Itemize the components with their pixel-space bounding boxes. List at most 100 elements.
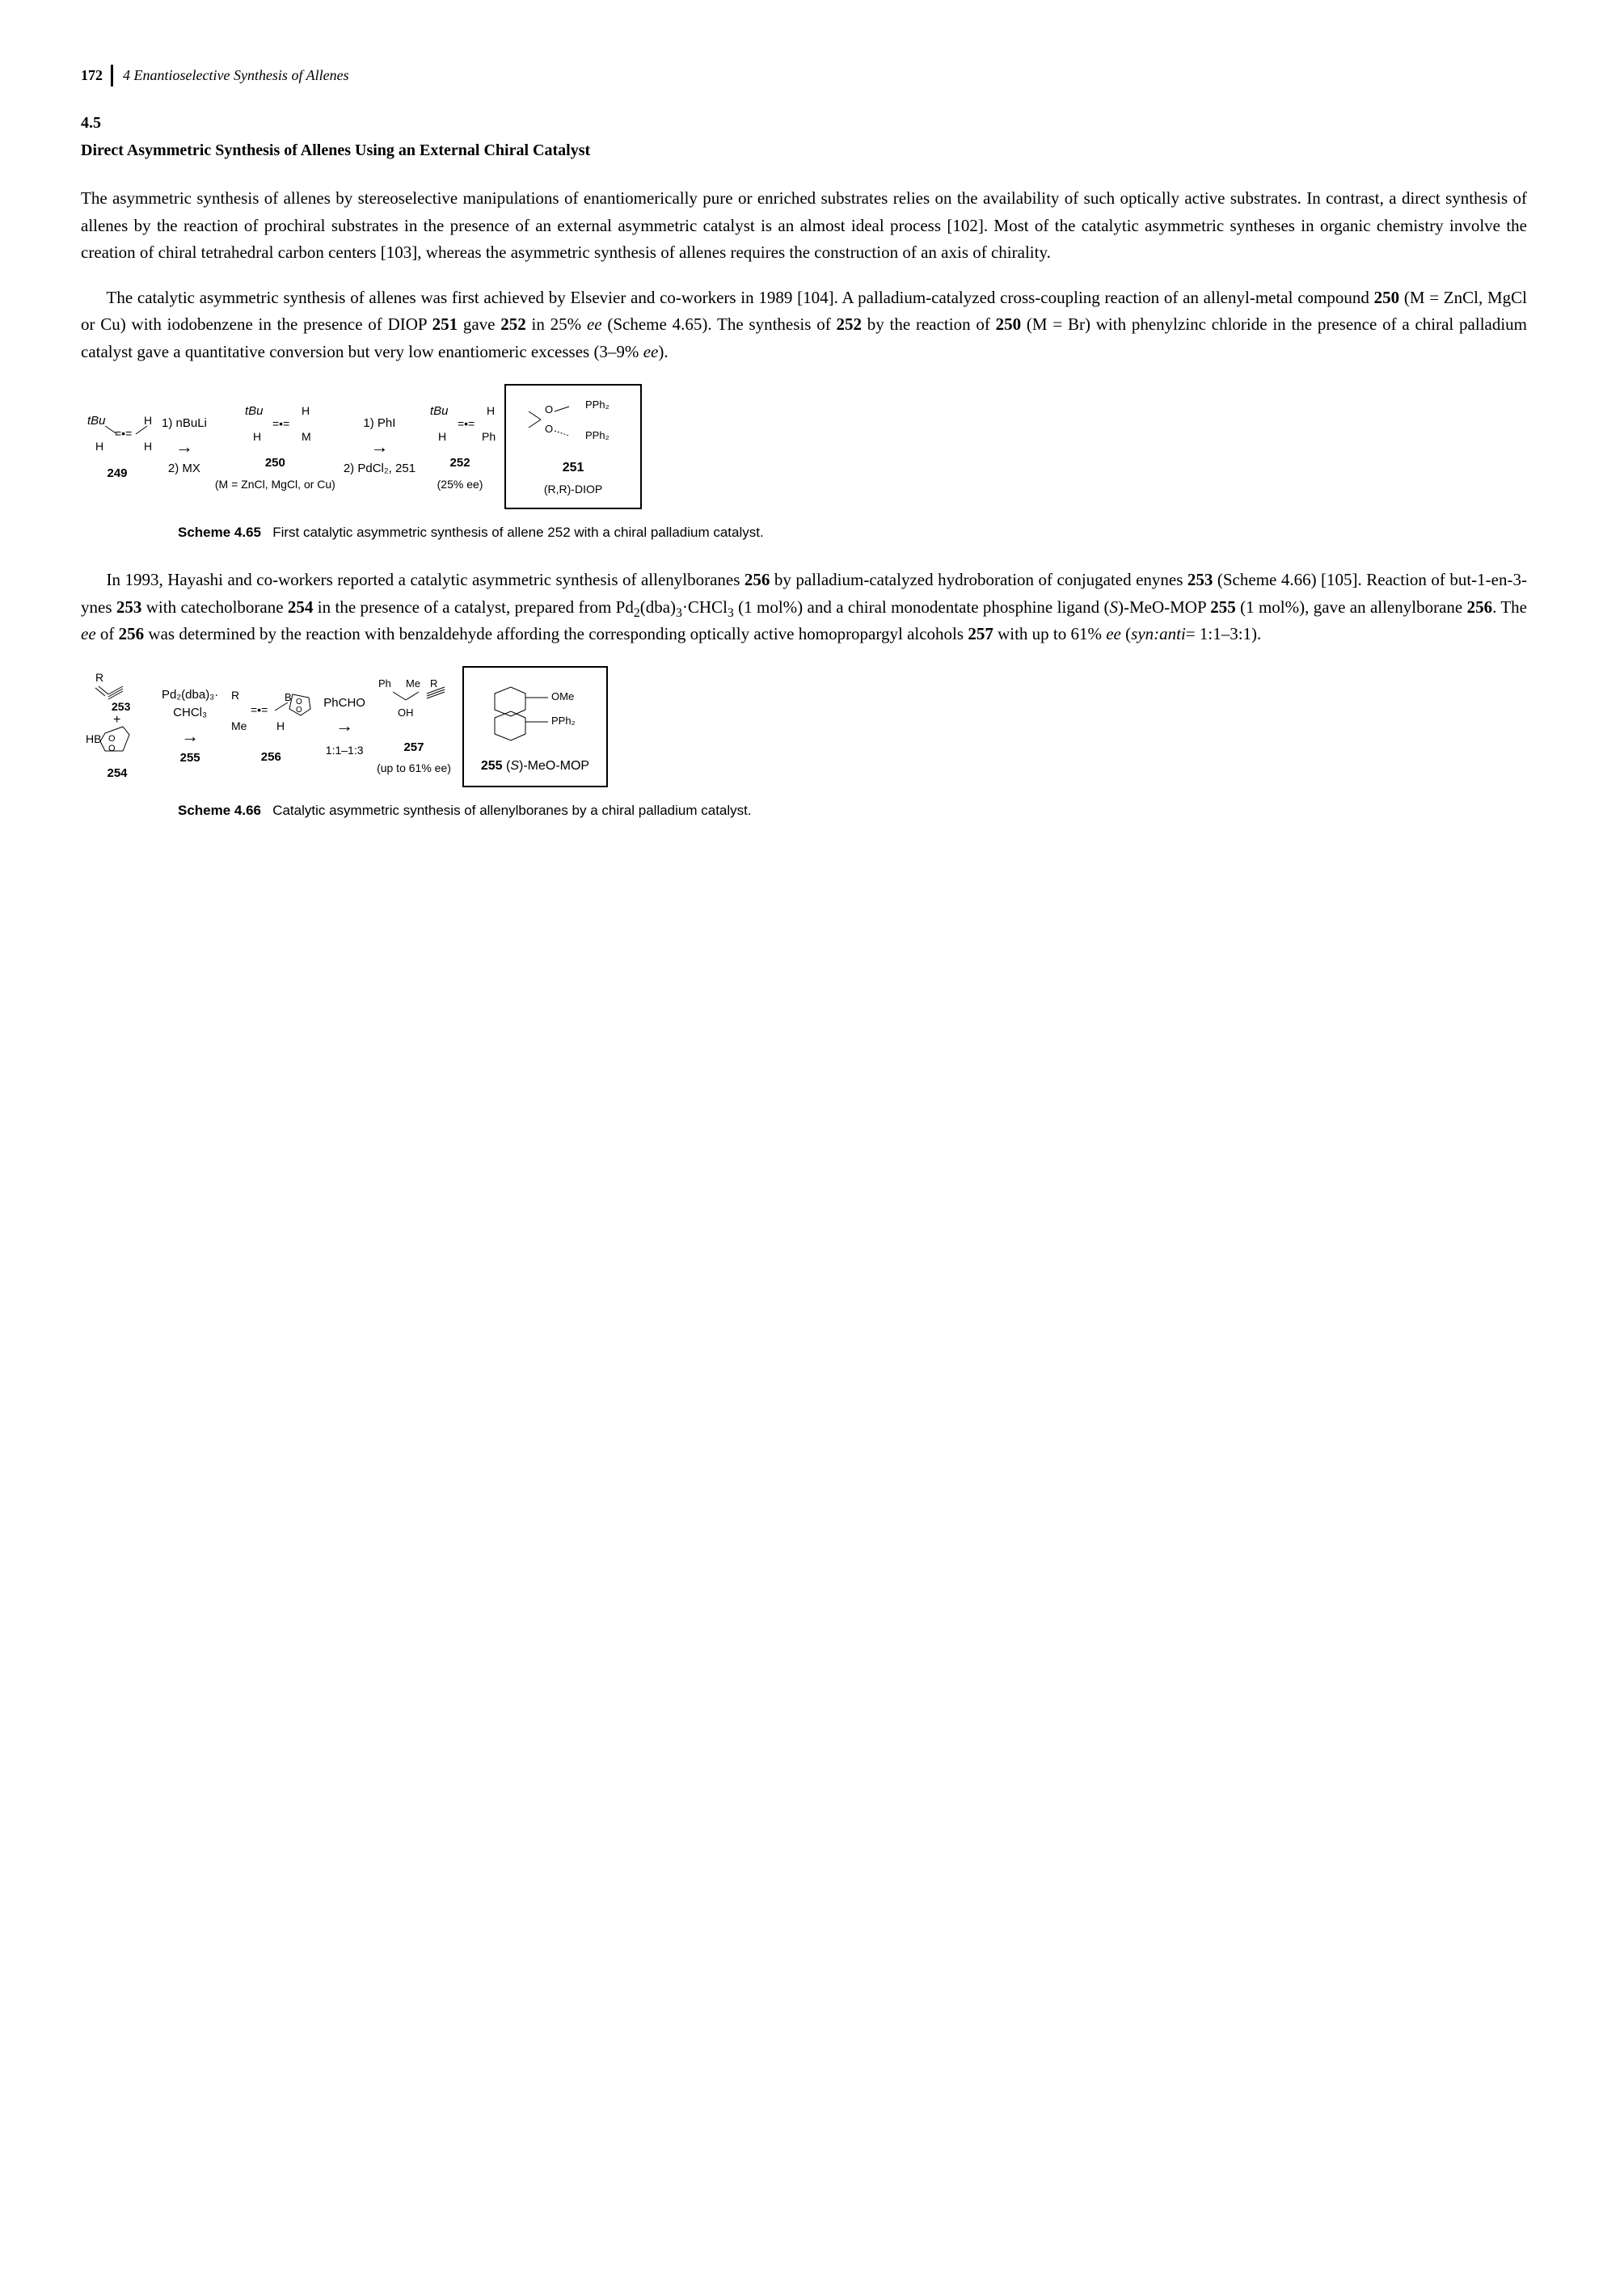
svg-text:253: 253 <box>112 700 131 713</box>
compound-256b: 256 <box>1467 597 1493 617</box>
step1-bot: 2) MX <box>162 460 207 479</box>
p2-text-d: in 25% <box>526 314 587 334</box>
p3a: In 1993, Hayashi and co-workers reported… <box>107 570 745 589</box>
scheme-465-figure: tBu =•= H H H 249 1) nBuLi → 2) MX tBu =… <box>81 384 1527 509</box>
compound-252: 252 <box>500 314 526 334</box>
label-257: 257 <box>373 739 454 757</box>
p3b: by palladium-catalyzed hydroboration of … <box>770 570 1187 589</box>
svg-text:=•=: =•= <box>458 417 475 430</box>
p3n: with up to 61% <box>993 624 1106 643</box>
svg-text:Me: Me <box>231 719 247 732</box>
svg-text:H: H <box>276 719 285 732</box>
label-249: 249 <box>81 465 154 483</box>
mol-250: tBu =•= H H M 250 (M = ZnCl, MgCl, or Cu… <box>215 400 335 493</box>
ee-4: ee <box>1106 624 1121 643</box>
diop-structure-icon: O O PPh₂ PPh₂ <box>521 395 626 452</box>
scheme-466-label: Scheme 4.66 <box>178 803 261 818</box>
num-255: 255 <box>481 759 503 773</box>
mol-257: Ph Me R OH 257 (up to 61% ee) <box>373 676 454 777</box>
p3k: . The <box>1492 597 1527 617</box>
svg-text:R: R <box>95 671 103 684</box>
label-256: 256 <box>226 749 315 767</box>
svg-text:PPh₂: PPh₂ <box>585 399 610 411</box>
svg-text:H: H <box>144 440 152 453</box>
phcho-label: PhCHO <box>323 694 365 713</box>
ee-1: ee <box>587 314 602 334</box>
paragraph-3: In 1993, Hayashi and co-workers reported… <box>81 567 1527 648</box>
svg-text:Ph: Ph <box>378 677 391 690</box>
chapter-title: 4 Enantioselective Synthesis of Allenes <box>123 65 349 86</box>
svg-text:=•=: =•= <box>115 427 132 440</box>
svg-text:HB: HB <box>86 732 101 745</box>
p2-text-f: by the reaction of <box>862 314 996 334</box>
scheme-466-caption: Scheme 4.66 Catalytic asymmetric synthes… <box>81 800 1527 821</box>
step1-top: 1) nBuLi <box>162 415 207 433</box>
p3j: (1 mol%), gave an allenylborane <box>1236 597 1467 617</box>
scheme-465-text: First catalytic asymmetric synthesis of … <box>272 525 764 540</box>
compound-255: 255 <box>1210 597 1236 617</box>
p2-text-h: ). <box>658 342 668 361</box>
p3l: of <box>96 624 119 643</box>
p3o: ( <box>1121 624 1131 643</box>
svg-text:H: H <box>95 440 103 453</box>
p3g: ·CHCl <box>682 597 728 617</box>
p3f: (dba) <box>640 597 676 617</box>
mol-256: R =•= Me B O O H 256 <box>226 686 315 767</box>
compound-257: 257 <box>968 624 993 643</box>
p3h: (1 mol%) and a chiral monodentate phosph… <box>734 597 1110 617</box>
scheme-465-label: Scheme 4.65 <box>178 525 261 540</box>
cat-top: Pd₂(dba)₃· <box>162 686 218 705</box>
svg-text:M: M <box>302 430 311 443</box>
p3d: with catecholborane <box>141 597 288 617</box>
compound-254: 254 <box>288 597 314 617</box>
svg-text:=•=: =•= <box>272 417 289 430</box>
page-header: 172 4 Enantioselective Synthesis of Alle… <box>81 65 1527 86</box>
svg-text:O: O <box>108 734 116 744</box>
svg-text:H: H <box>253 430 261 443</box>
ratio-label: 1:1–1:3 <box>323 742 365 759</box>
label-255-box: 255 (S)-MeO-MOP <box>479 757 592 776</box>
compound-256: 256 <box>745 570 770 589</box>
note-252: (25% ee) <box>424 476 496 493</box>
svg-text:H: H <box>302 404 310 417</box>
svg-text:O: O <box>545 423 553 435</box>
cat-bot: CHCl₃ <box>162 704 218 723</box>
arrow-step1: 1) nBuLi → 2) MX <box>162 415 207 478</box>
svg-text:H: H <box>144 414 152 427</box>
note-250: (M = ZnCl, MgCl, or Cu) <box>215 476 335 493</box>
label-252: 252 <box>424 454 496 473</box>
svg-text:R: R <box>430 677 437 690</box>
svg-text:O: O <box>545 403 553 415</box>
allenylborane-icon: R =•= Me B O O H <box>226 686 315 743</box>
svg-text:tBu: tBu <box>430 404 449 418</box>
compound-253: 253 <box>1187 570 1213 589</box>
svg-text:O: O <box>296 706 302 715</box>
mol-249: tBu =•= H H H 249 <box>81 410 154 483</box>
lig-255: 255 <box>162 749 218 768</box>
svg-text:O: O <box>108 744 116 753</box>
svg-text:Ph: Ph <box>482 430 496 443</box>
svg-text:R: R <box>231 689 239 702</box>
p2-text-a: The catalytic asymmetric synthesis of al… <box>107 288 1374 307</box>
compound-250b: 250 <box>996 314 1022 334</box>
arrow-icon: → <box>162 433 207 460</box>
page-number: 172 <box>81 65 113 86</box>
mol-253-254: R 253 + HB O O 254 <box>81 670 154 783</box>
svg-text:tBu: tBu <box>87 414 106 428</box>
step2-top: 1) PhI <box>344 415 415 433</box>
scheme-466-text: Catalytic asymmetric synthesis of alleny… <box>272 803 751 818</box>
svg-text:H: H <box>487 404 495 417</box>
enyne-catechol-icon: R 253 + HB O O <box>81 670 154 759</box>
label-254: 254 <box>81 765 154 783</box>
arrow-icon: → <box>323 712 365 739</box>
p2-text-e: (Scheme 4.65). The synthesis of <box>602 314 837 334</box>
ee-3: ee <box>81 624 96 643</box>
compound-251: 251 <box>432 314 458 334</box>
binap-structure-icon: OMe PPh₂ <box>479 677 592 750</box>
note-257: (up to 61% ee) <box>373 760 454 777</box>
arrow-cat: Pd₂(dba)₃· CHCl₃ → 255 <box>162 686 218 768</box>
mol-252: tBu =•= H H Ph 252 (25% ee) <box>424 400 496 493</box>
svg-text:B: B <box>285 691 292 703</box>
svg-text:H: H <box>438 430 446 443</box>
paragraph-1: The asymmetric synthesis of allenes by s… <box>81 185 1527 267</box>
